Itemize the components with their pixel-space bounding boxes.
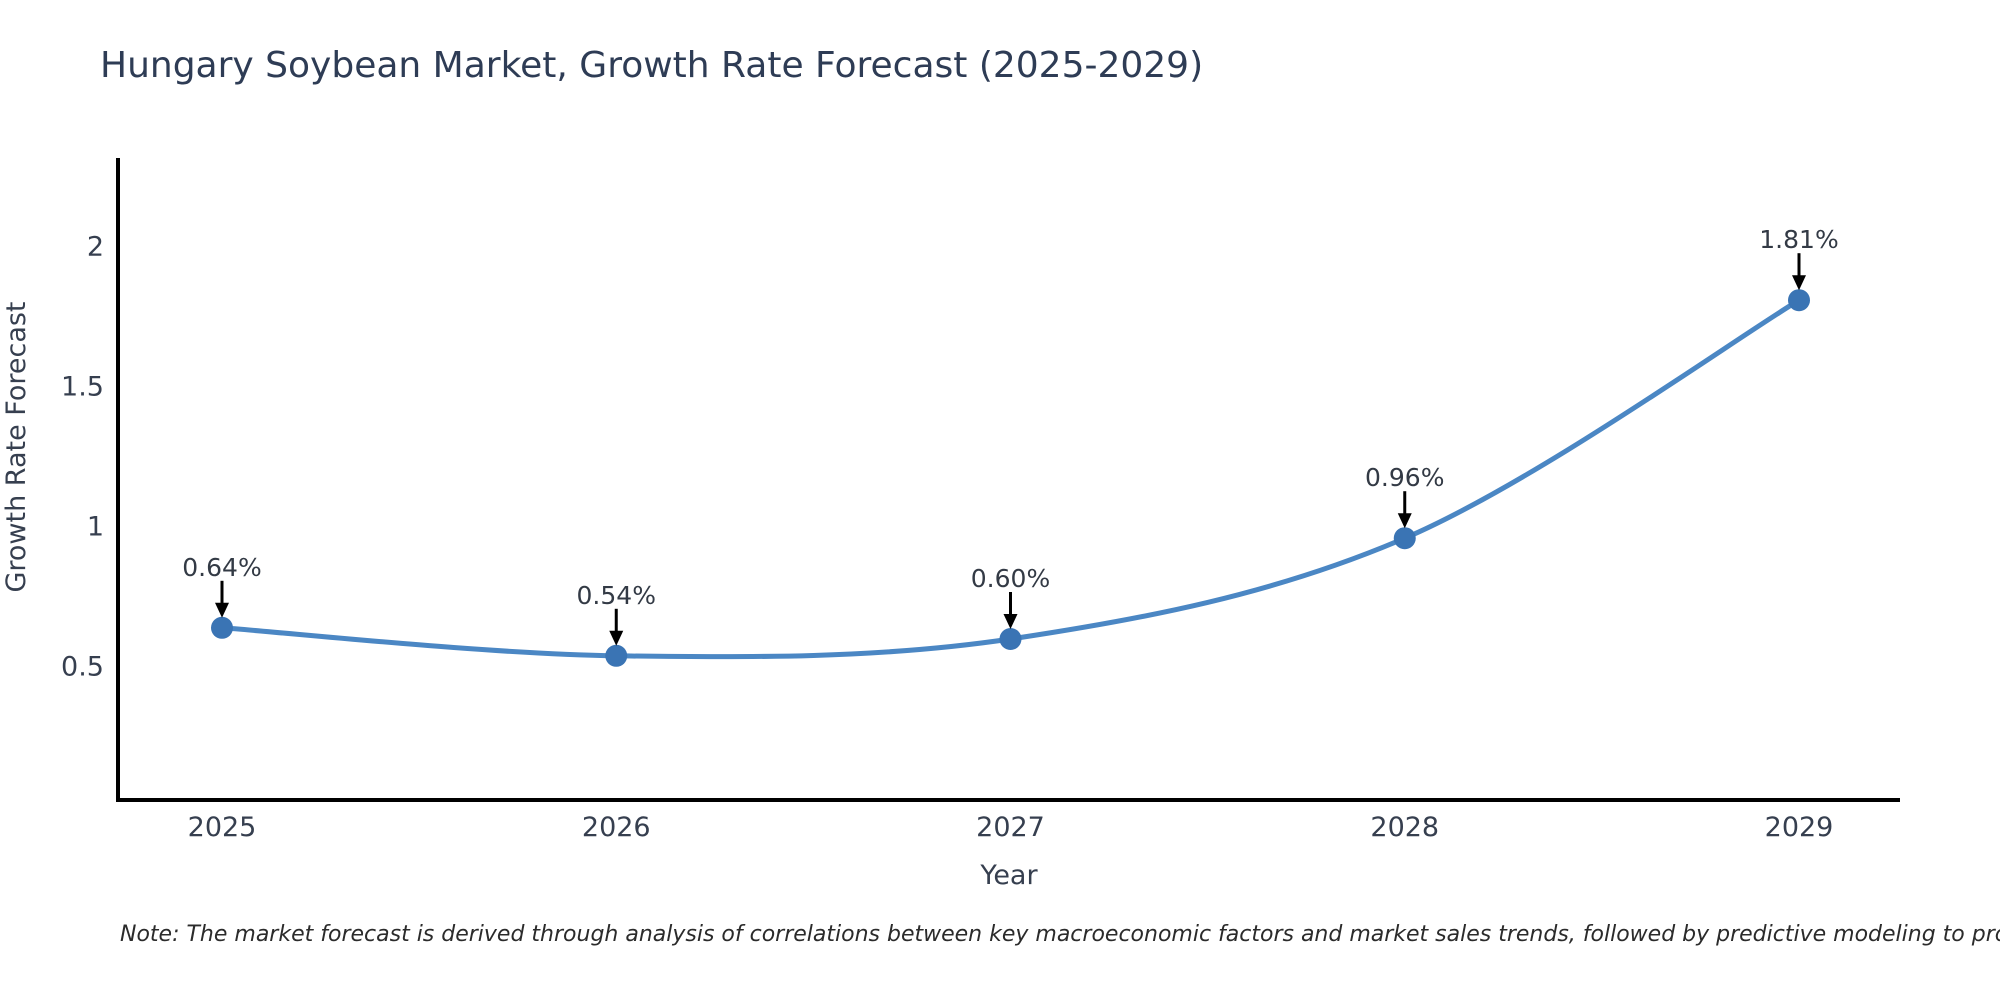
- annotation-arrowhead-2028: [1397, 513, 1412, 529]
- annotation-arrowhead-2026: [609, 630, 624, 646]
- data-point-2029: [1788, 289, 1810, 312]
- tick-labels-layer: 0.5 1 1.5 2 2025 2026 2027 2028 2029: [61, 232, 1833, 844]
- annotations-layer: 0.64% 0.54% 0.60% 0.96% 1.81%: [182, 225, 1839, 646]
- x-tick-label-2025: 2025: [188, 812, 257, 843]
- x-tick-label-2029: 2029: [1765, 812, 1834, 843]
- annotation-label-2027: 0.60%: [971, 564, 1050, 593]
- y-tick-label-1: 1: [87, 512, 104, 543]
- y-axis-title: Growth Rate Forecast: [1, 301, 32, 592]
- data-point-2026: [605, 644, 628, 667]
- annotation-label-2026: 0.54%: [577, 581, 656, 610]
- annotation-label-2025: 0.64%: [182, 553, 261, 582]
- y-tick-label-0.5: 0.5: [61, 652, 104, 683]
- x-tick-label-2026: 2026: [582, 812, 651, 843]
- y-tick-label-1.5: 1.5: [61, 372, 104, 403]
- annotation-arrowhead-2029: [1792, 275, 1806, 291]
- footnote: Note: The market forecast is derived thr…: [120, 922, 2000, 947]
- annotation-arrowhead-2027: [1003, 614, 1018, 629]
- chart-title: Hungary Soybean Market, Growth Rate Fore…: [100, 45, 1203, 86]
- y-tick-label-2: 2: [87, 232, 104, 263]
- x-axis-title: Year: [979, 860, 1038, 891]
- data-point-2028: [1393, 527, 1416, 550]
- annotation-arrowhead-2025: [215, 602, 229, 618]
- annotation-label-2028: 0.96%: [1365, 463, 1444, 492]
- x-tick-label-2027: 2027: [976, 812, 1045, 843]
- data-point-2025: [211, 616, 233, 639]
- series-layer: [211, 289, 1810, 667]
- data-point-2027: [999, 628, 1022, 650]
- annotation-label-2029: 1.81%: [1759, 225, 1838, 254]
- x-tick-label-2028: 2028: [1370, 812, 1439, 843]
